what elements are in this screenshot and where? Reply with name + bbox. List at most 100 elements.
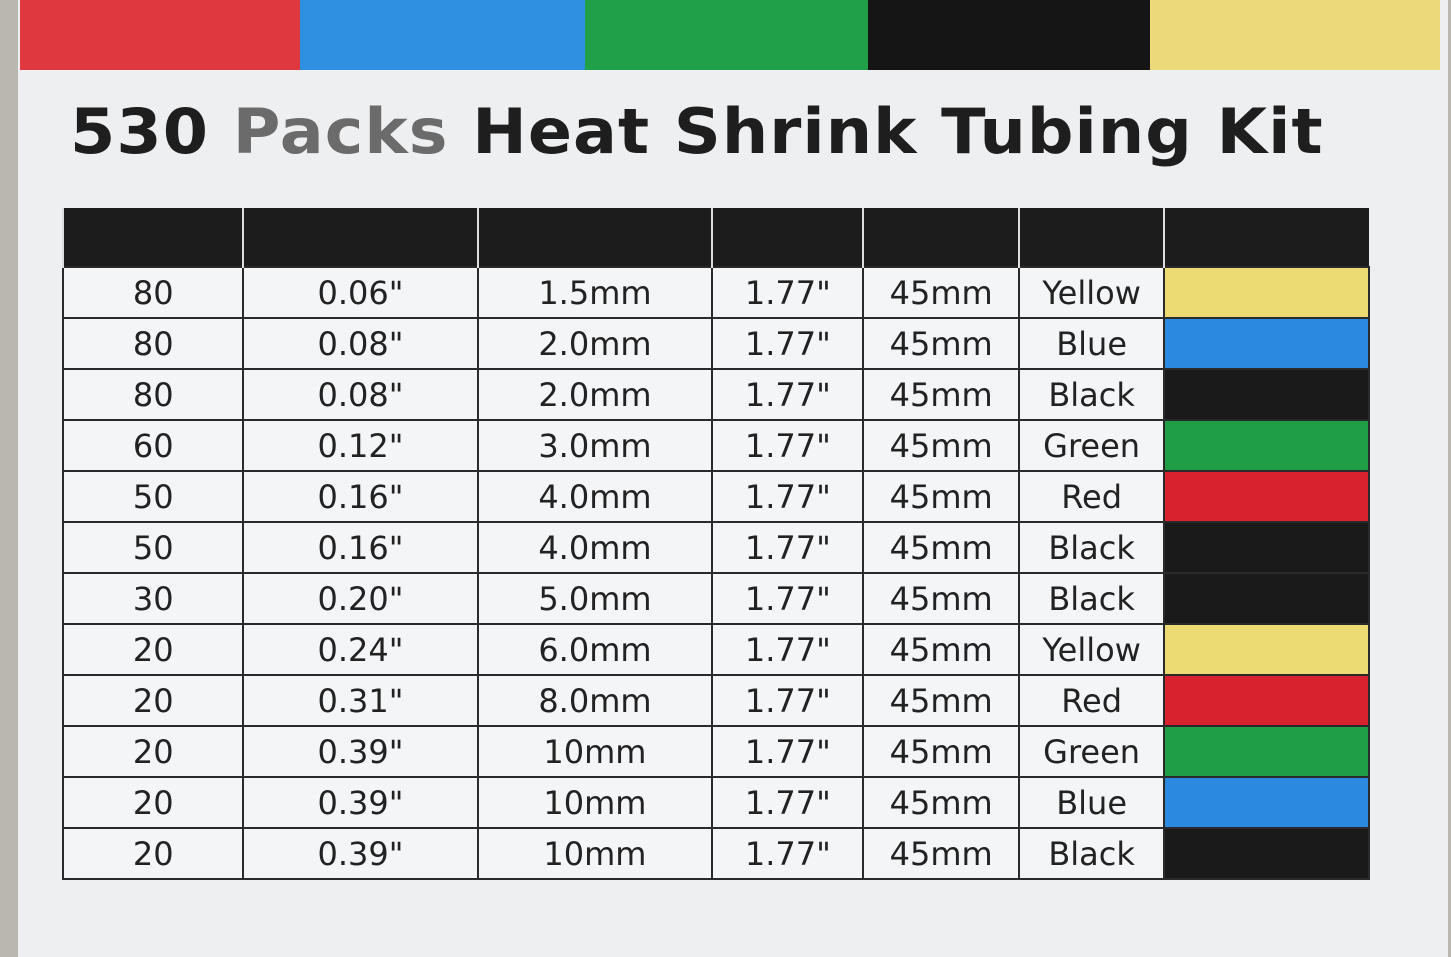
cell-qty: 30: [61, 572, 245, 625]
color-swatch: [1163, 521, 1370, 574]
cell-color: Green: [1017, 725, 1166, 778]
color-swatch: [1163, 776, 1370, 829]
cell-inch: 0.31": [242, 674, 479, 727]
cell-len-in: 1.77": [711, 419, 865, 472]
cell-mm: 2.0mm: [476, 317, 714, 370]
cell-qty: 60: [61, 419, 245, 472]
cell-qty: 50: [61, 521, 245, 574]
table-row: 60 0.12" 3.0mm 1.77" 45mm Green: [61, 419, 1370, 472]
cell-len-in: 1.77": [711, 266, 865, 319]
color-strip-red: [20, 0, 300, 70]
cell-qty: 80: [61, 266, 245, 319]
cell-mm: 10mm: [476, 827, 714, 880]
cell-color: Yellow: [1017, 623, 1166, 676]
spec-table: 80 0.06" 1.5mm 1.77" 45mm Yellow 80 0.08" 2.0mm 1…: [61, 208, 1370, 880]
cell-inch: 0.06": [242, 266, 479, 319]
cell-len-in: 1.77": [711, 470, 865, 523]
cell-len-mm: 45mm: [862, 470, 1020, 523]
cell-len-in: 1.77": [711, 827, 865, 880]
color-swatch: [1163, 419, 1370, 472]
cell-len-in: 1.77": [711, 521, 865, 574]
page-title: 530 Packs Heat Shrink Tubing Kit: [70, 95, 1324, 168]
cell-len-mm: 45mm: [862, 317, 1020, 370]
cell-len-in: 1.77": [711, 572, 865, 625]
cell-inch: 0.08": [242, 368, 479, 421]
color-swatch: [1163, 674, 1370, 727]
cell-color: Black: [1017, 827, 1166, 880]
cell-color: Black: [1017, 521, 1166, 574]
color-strip-green: [585, 0, 868, 70]
color-swatch: [1163, 317, 1370, 370]
cell-inch: 0.16": [242, 521, 479, 574]
cell-qty: 20: [61, 725, 245, 778]
table-row: 80 0.08" 2.0mm 1.77" 45mm Blue: [61, 317, 1370, 370]
cell-mm: 4.0mm: [476, 470, 714, 523]
title-packs: Packs: [232, 95, 449, 168]
table-row: 50 0.16" 4.0mm 1.77" 45mm Red: [61, 470, 1370, 523]
cell-inch: 0.20": [242, 572, 479, 625]
cell-inch: 0.16": [242, 470, 479, 523]
cell-mm: 10mm: [476, 725, 714, 778]
cell-len-in: 1.77": [711, 368, 865, 421]
cell-len-mm: 45mm: [862, 725, 1020, 778]
cell-qty: 80: [61, 317, 245, 370]
cell-len-in: 1.77": [711, 674, 865, 727]
cell-color: Black: [1017, 368, 1166, 421]
cell-mm: 3.0mm: [476, 419, 714, 472]
color-swatch: [1163, 623, 1370, 676]
cell-qty: 20: [61, 623, 245, 676]
cell-qty: 80: [61, 368, 245, 421]
cell-len-in: 1.77": [711, 776, 865, 829]
color-swatch: [1163, 572, 1370, 625]
cell-len-mm: 45mm: [862, 776, 1020, 829]
cell-len-mm: 45mm: [862, 674, 1020, 727]
title-count: 530: [70, 95, 210, 168]
cell-inch: 0.39": [242, 776, 479, 829]
table-header: [61, 208, 1369, 267]
table-row: 20 0.39" 10mm 1.77" 45mm Green: [61, 725, 1370, 778]
cell-color: Black: [1017, 572, 1166, 625]
cell-len-in: 1.77": [711, 317, 865, 370]
cell-len-mm: 45mm: [862, 827, 1020, 880]
cell-qty: 20: [61, 674, 245, 727]
cell-len-mm: 45mm: [862, 623, 1020, 676]
cell-color: Red: [1017, 470, 1166, 523]
cell-mm: 2.0mm: [476, 368, 714, 421]
color-swatch: [1163, 827, 1370, 880]
cell-color: Blue: [1017, 776, 1166, 829]
cell-qty: 20: [61, 827, 245, 880]
table-row: 20 0.31" 8.0mm 1.77" 45mm Red: [61, 674, 1370, 727]
cell-inch: 0.39": [242, 827, 479, 880]
cell-mm: 6.0mm: [476, 623, 714, 676]
cell-len-mm: 45mm: [862, 419, 1020, 472]
cell-mm: 4.0mm: [476, 521, 714, 574]
color-swatch: [1163, 725, 1370, 778]
cell-inch: 0.24": [242, 623, 479, 676]
cell-inch: 0.12": [242, 419, 479, 472]
cell-qty: 50: [61, 470, 245, 523]
color-strip-black: [868, 0, 1150, 70]
table-row: 30 0.20" 5.0mm 1.77" 45mm Black: [61, 572, 1370, 625]
cell-mm: 10mm: [476, 776, 714, 829]
cell-inch: 0.39": [242, 725, 479, 778]
cell-len-mm: 45mm: [862, 521, 1020, 574]
table-row: 80 0.08" 2.0mm 1.77" 45mm Black: [61, 368, 1370, 421]
table-row: 20 0.39" 10mm 1.77" 45mm Black: [61, 827, 1370, 880]
cell-color: Blue: [1017, 317, 1166, 370]
cell-color: Green: [1017, 419, 1166, 472]
cell-qty: 20: [61, 776, 245, 829]
color-strip-blue: [300, 0, 585, 70]
cell-mm: 8.0mm: [476, 674, 714, 727]
cell-color: Yellow: [1017, 266, 1166, 319]
cell-mm: 1.5mm: [476, 266, 714, 319]
table-row: 50 0.16" 4.0mm 1.77" 45mm Black: [61, 521, 1370, 574]
color-swatch: [1163, 266, 1370, 319]
cell-len-mm: 45mm: [862, 368, 1020, 421]
table-row: 20 0.39" 10mm 1.77" 45mm Blue: [61, 776, 1370, 829]
color-strip-yellow: [1150, 0, 1440, 70]
cell-len-mm: 45mm: [862, 266, 1020, 319]
cell-color: Red: [1017, 674, 1166, 727]
cell-len-in: 1.77": [711, 623, 865, 676]
cell-mm: 5.0mm: [476, 572, 714, 625]
color-swatch: [1163, 368, 1370, 421]
